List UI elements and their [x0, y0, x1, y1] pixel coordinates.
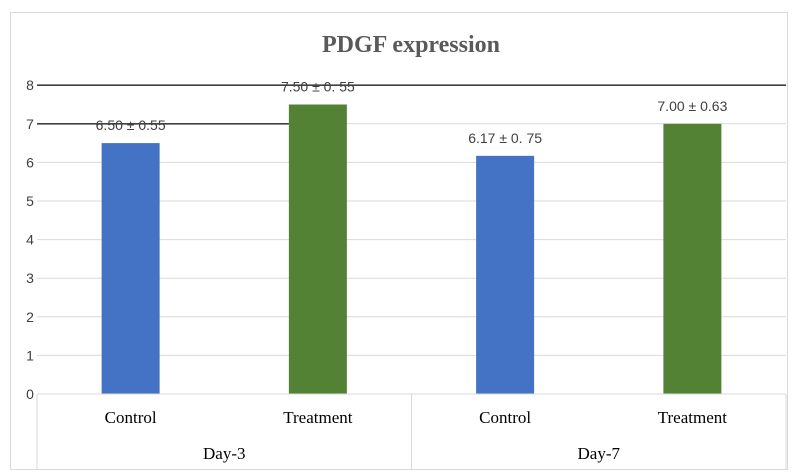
- y-tick-label: 1: [26, 347, 34, 363]
- x-axis: Control Treatment Control Treatment Day-3 Day…: [36, 393, 787, 470]
- x-group-label: Day-3: [203, 444, 245, 463]
- bar-day-3-treatment: [288, 104, 347, 394]
- chart-title: PDGF expression: [322, 32, 500, 58]
- bar-day-7-control: [476, 155, 535, 394]
- y-tick-label: 5: [26, 193, 34, 209]
- bar-day-7-treatment: [663, 123, 722, 395]
- data-label: 6.17 ± 0. 75: [468, 130, 542, 146]
- data-label: 7.00 ± 0.63: [657, 98, 727, 114]
- x-category-label: Treatment: [283, 408, 353, 427]
- annotations: [37, 84, 786, 125]
- y-tick-label: 2: [26, 309, 34, 325]
- y-tick-label: 3: [26, 270, 34, 286]
- x-category-label: Control: [105, 408, 157, 427]
- data-labels: 6.50 ± 0.55 7.50 ± 0. 55 6.17 ± 0. 75 7.00 …: [96, 79, 728, 146]
- y-axis-ticks: 0 1 2 3 4 5 6 7 8: [26, 77, 34, 402]
- x-group-label: Day-7: [578, 444, 621, 463]
- bars: [101, 104, 722, 395]
- y-tick-label: 0: [26, 386, 34, 402]
- y-tick-label: 6: [26, 154, 34, 170]
- x-category-label: Treatment: [658, 408, 728, 427]
- y-tick-label: 8: [26, 77, 34, 93]
- y-tick-label: 7: [26, 116, 34, 132]
- y-tick-label: 4: [26, 232, 34, 248]
- gridlines: [37, 84, 786, 356]
- data-label: 6.50 ± 0.55: [96, 117, 166, 133]
- data-label: 7.50 ± 0. 55: [281, 79, 355, 95]
- bar-day-3-control: [101, 143, 160, 394]
- x-category-label: Control: [479, 408, 531, 427]
